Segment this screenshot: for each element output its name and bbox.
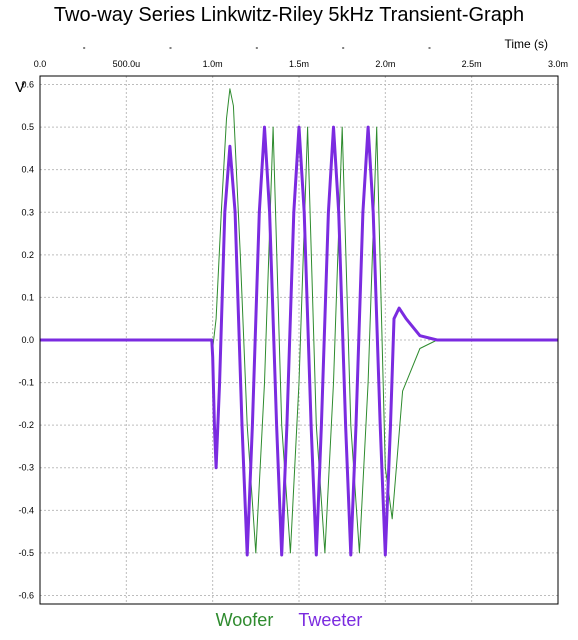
x-axis-label: Time (s)	[504, 37, 548, 51]
legend-item-tweeter: Tweeter	[298, 610, 363, 630]
x-tick-label: 3.0m	[548, 59, 568, 69]
x-tick-label: 1.5m	[289, 59, 309, 69]
y-tick-label: 0.2	[21, 250, 34, 260]
x-tick-label: 2.0m	[375, 59, 395, 69]
y-tick-label: 0.0	[21, 335, 34, 345]
legend: Woofer Tweeter	[0, 610, 578, 631]
legend-item-woofer: Woofer	[215, 610, 274, 630]
y-tick-label: 0.5	[21, 122, 34, 132]
y-tick-label: 0.4	[21, 165, 34, 175]
series-line-tweeter	[40, 125, 558, 557]
y-tick-label: 0.3	[21, 207, 34, 217]
series-lines	[40, 88, 558, 557]
y-tick-label: 0.6	[21, 80, 34, 90]
x-tick-label: 2.5m	[462, 59, 482, 69]
plot-frame	[39, 75, 559, 605]
y-tick-label: -0.3	[18, 463, 34, 473]
x-tick-label: 500.0u	[113, 59, 141, 69]
x-tick-label: 1.0m	[203, 59, 223, 69]
y-tick-label: -0.4	[18, 505, 34, 515]
series-line-woofer	[40, 88, 558, 554]
x-tick-labels: 0.0 500.0u 1.0m 1.5m 2.0m 2.5m 3.0m	[34, 47, 568, 69]
y-tick-label: -0.6	[18, 590, 34, 600]
y-axis-label: V	[15, 79, 25, 96]
x-tick-label: 0.0	[34, 59, 47, 69]
y-tick-label: -0.5	[18, 548, 34, 558]
chart-title: Two-way Series Linkwitz-Riley 5kHz Trans…	[53, 4, 525, 26]
y-tick-label: 0.1	[21, 292, 34, 302]
y-tick-label: -0.1	[18, 378, 34, 388]
y-tick-label: -0.2	[18, 420, 34, 430]
y-tick-labels: 0.6 0.5 0.4 0.3 0.2 0.1 0.0 -0.1 -0.2 -0.3 -0.4 -0.…	[18, 80, 34, 601]
